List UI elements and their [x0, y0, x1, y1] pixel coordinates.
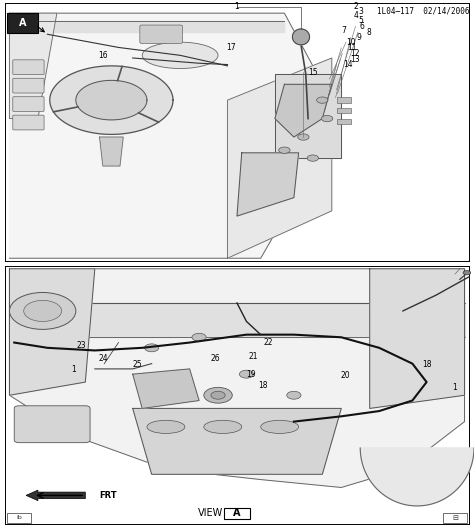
- Polygon shape: [292, 29, 310, 45]
- Circle shape: [24, 300, 62, 321]
- Polygon shape: [275, 84, 332, 137]
- Polygon shape: [133, 408, 341, 474]
- Text: 1L04–117  02/14/2006: 1L04–117 02/14/2006: [377, 7, 469, 16]
- Text: 1: 1: [71, 365, 76, 374]
- Text: 18: 18: [422, 360, 431, 369]
- Bar: [337, 108, 351, 113]
- Text: 16: 16: [99, 51, 108, 60]
- Text: A: A: [233, 509, 241, 518]
- Text: FRT: FRT: [100, 491, 117, 500]
- Text: 1: 1: [235, 2, 239, 11]
- Text: 20: 20: [340, 371, 350, 380]
- Text: 9: 9: [357, 33, 362, 42]
- Text: 12: 12: [350, 49, 359, 58]
- Text: A: A: [18, 18, 26, 28]
- FancyBboxPatch shape: [13, 97, 44, 112]
- Text: 7: 7: [342, 26, 346, 35]
- Circle shape: [192, 333, 206, 341]
- Polygon shape: [9, 269, 465, 487]
- FancyBboxPatch shape: [14, 406, 90, 443]
- Polygon shape: [9, 13, 57, 119]
- Text: 11: 11: [347, 43, 357, 53]
- Polygon shape: [100, 137, 123, 166]
- Circle shape: [145, 344, 159, 352]
- Text: 19: 19: [246, 369, 256, 379]
- FancyArrow shape: [26, 490, 85, 501]
- Text: 26: 26: [210, 354, 220, 364]
- Circle shape: [463, 271, 471, 275]
- Text: 5: 5: [359, 16, 364, 25]
- Text: VIEW: VIEW: [198, 508, 223, 518]
- Bar: [443, 512, 467, 523]
- Polygon shape: [275, 74, 341, 158]
- Circle shape: [9, 292, 76, 329]
- Bar: [337, 97, 351, 103]
- Text: 6: 6: [360, 22, 365, 31]
- Polygon shape: [9, 21, 284, 32]
- Polygon shape: [360, 448, 474, 506]
- Circle shape: [321, 115, 333, 122]
- FancyBboxPatch shape: [140, 25, 182, 44]
- Text: ib: ib: [16, 515, 22, 520]
- Polygon shape: [76, 81, 147, 120]
- Circle shape: [279, 147, 290, 153]
- Ellipse shape: [261, 421, 299, 433]
- Text: 17: 17: [227, 43, 236, 52]
- Ellipse shape: [147, 421, 185, 433]
- Text: 10: 10: [346, 38, 356, 47]
- Polygon shape: [9, 13, 341, 258]
- FancyBboxPatch shape: [13, 115, 44, 130]
- Polygon shape: [9, 269, 95, 395]
- Bar: [7, 512, 31, 523]
- FancyBboxPatch shape: [13, 60, 44, 75]
- Text: 15: 15: [308, 68, 318, 77]
- Text: 4: 4: [354, 11, 359, 21]
- Circle shape: [298, 134, 309, 140]
- Text: 14: 14: [343, 60, 353, 70]
- Text: 22: 22: [263, 338, 273, 347]
- Polygon shape: [228, 58, 332, 258]
- Text: ⊟: ⊟: [452, 515, 458, 521]
- Text: 13: 13: [350, 54, 359, 64]
- Bar: [337, 119, 351, 124]
- Text: 1: 1: [453, 383, 457, 392]
- Text: 3: 3: [359, 6, 364, 16]
- Polygon shape: [237, 153, 299, 216]
- Ellipse shape: [204, 421, 242, 433]
- Circle shape: [307, 155, 319, 161]
- Polygon shape: [370, 269, 465, 408]
- Circle shape: [211, 391, 225, 399]
- Circle shape: [317, 97, 328, 103]
- FancyBboxPatch shape: [224, 508, 250, 519]
- Circle shape: [204, 387, 232, 403]
- Text: 2: 2: [353, 2, 358, 11]
- FancyBboxPatch shape: [7, 13, 38, 33]
- Text: 24: 24: [99, 354, 108, 364]
- Polygon shape: [50, 66, 173, 134]
- FancyBboxPatch shape: [13, 78, 44, 93]
- Ellipse shape: [142, 42, 218, 69]
- Text: 23: 23: [77, 340, 86, 350]
- Polygon shape: [133, 369, 199, 408]
- Polygon shape: [9, 303, 465, 337]
- Text: 18: 18: [258, 380, 268, 390]
- Text: 25: 25: [133, 359, 142, 369]
- Text: 8: 8: [366, 28, 371, 37]
- Circle shape: [287, 391, 301, 399]
- Text: 21: 21: [249, 352, 258, 361]
- Circle shape: [239, 370, 254, 378]
